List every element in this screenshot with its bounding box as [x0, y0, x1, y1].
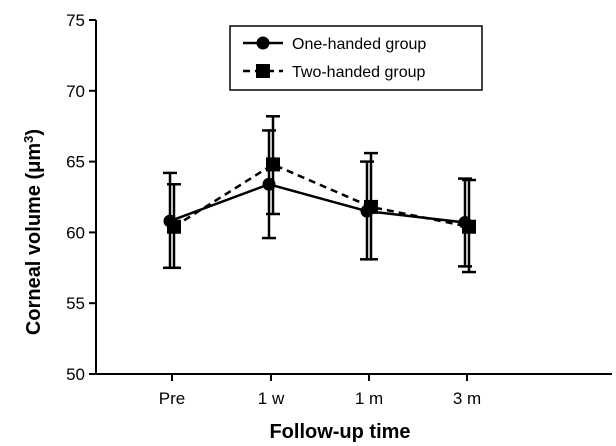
x-tick-label: 3 m [453, 389, 481, 408]
y-tick-label: 75 [66, 11, 85, 30]
legend-marker-circle [256, 36, 270, 50]
data-point-square [364, 199, 378, 214]
y-axis-title: Corneal volume (μm3) [21, 129, 46, 335]
data-point-square [167, 219, 181, 234]
data-point-square [266, 157, 280, 172]
legend-marker-square [256, 64, 270, 78]
y-ticks: 50 55 60 65 70 75 [66, 11, 96, 384]
x-tick-label: 1 w [258, 389, 285, 408]
y-axis-title-main: Corneal volume (μm [23, 143, 45, 335]
series-line [173, 163, 470, 228]
axes [95, 20, 612, 375]
legend-label: Two-handed group [292, 64, 426, 81]
y-tick-label: 55 [66, 294, 85, 313]
legend-label: One-handed group [292, 36, 426, 53]
x-tick-label: Pre [159, 389, 185, 408]
series-one-handed [163, 129, 472, 270]
y-tick-label: 70 [66, 82, 85, 101]
y-tick-label: 60 [66, 223, 85, 242]
data-point-square [462, 219, 476, 234]
series-layer [163, 115, 476, 274]
y-axis-title-sup: 3 [21, 136, 36, 143]
y-axis-title-close: ) [23, 129, 45, 136]
series-line [169, 182, 466, 224]
legend-box [229, 25, 483, 91]
legend: One-handed group Two-handed group [229, 25, 483, 91]
x-ticks: Pre 1 w 1 m 3 m [159, 374, 481, 408]
x-axis-title: Follow-up time [269, 421, 410, 443]
y-tick-label: 65 [66, 153, 85, 172]
y-tick-label: 50 [66, 365, 85, 384]
x-tick-label: 1 m [355, 389, 383, 408]
series-two-handed [167, 115, 476, 274]
